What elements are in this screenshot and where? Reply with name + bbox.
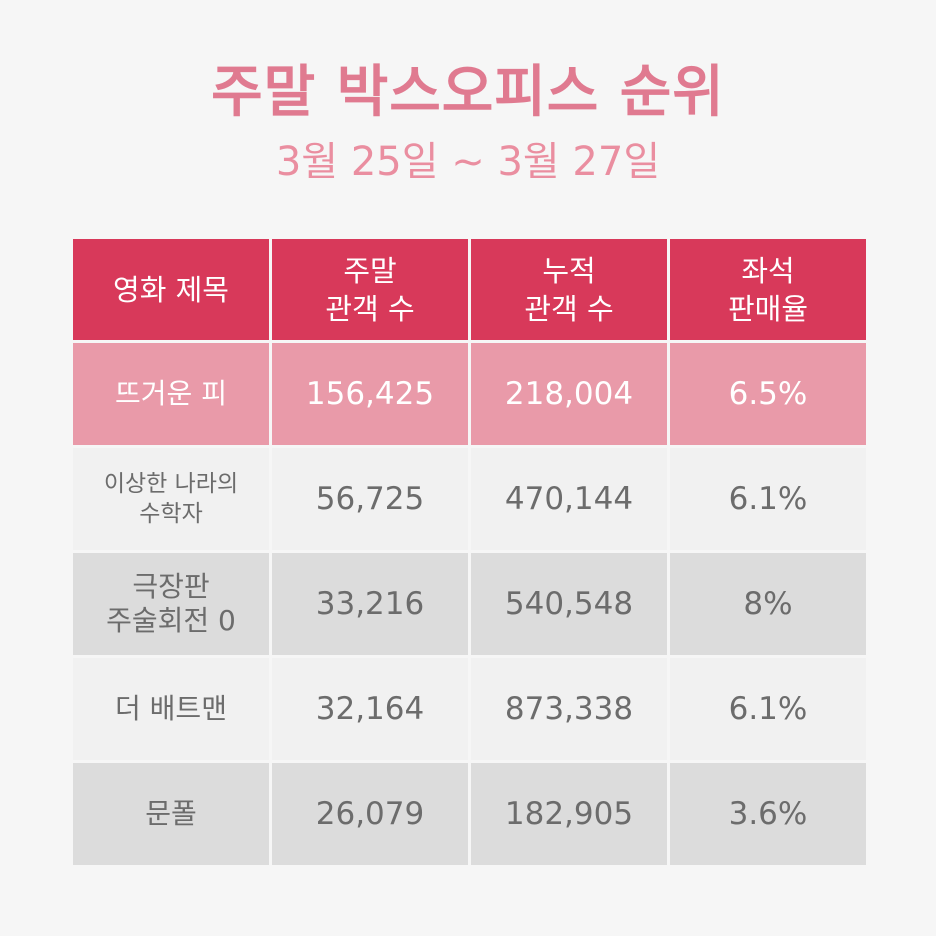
weekend-audience-cell: 156,425 (269, 340, 471, 448)
weekend-audience-cell: 33,216 (269, 550, 471, 658)
weekend-audience-cell: 26,079 (269, 760, 471, 868)
table-row: 더 배트맨 32,164 873,338 6.1% (70, 655, 869, 763)
header-label: 판매율 (727, 291, 809, 326)
movie-title-cell: 뜨거운 피 (70, 340, 272, 448)
header-label: 관객 수 (325, 291, 415, 326)
date-range-subtitle: 3월 25일 ~ 3월 27일 (275, 139, 661, 185)
table-row: 뜨거운 피 156,425 218,004 6.5% (70, 340, 869, 448)
cumulative-audience-cell: 873,338 (468, 655, 670, 763)
header-label: 주말 (343, 253, 397, 288)
weekend-audience-cell: 32,164 (269, 655, 471, 763)
header-label: 좌석 (741, 253, 795, 288)
header-weekend-audience: 주말 관객 수 (269, 236, 471, 343)
weekend-audience-cell: 56,725 (269, 445, 471, 553)
header-label: 누적 (542, 253, 596, 288)
movie-title-cell: 이상한 나라의 수학자 (70, 445, 272, 553)
seat-rate-cell: 6.1% (667, 655, 869, 763)
movie-title-cell: 문폴 (70, 760, 272, 868)
movie-title: 극장판 (132, 570, 210, 603)
header-seat-sales-rate: 좌석 판매율 (667, 236, 869, 343)
movie-title: 더 배트맨 (115, 692, 227, 725)
movie-title-cell: 더 배트맨 (70, 655, 272, 763)
page-title: 주말 박스오피스 순위 (211, 60, 725, 125)
header-row: 영화 제목 주말 관객 수 누적 관객 수 좌석 판매율 (70, 236, 869, 343)
seat-rate-cell: 6.1% (667, 445, 869, 553)
seat-rate-cell: 3.6% (667, 760, 869, 868)
cumulative-audience-cell: 470,144 (468, 445, 670, 553)
table-row: 문폴 26,079 182,905 3.6% (70, 760, 869, 868)
cumulative-audience-cell: 182,905 (468, 760, 670, 868)
cumulative-audience-cell: 218,004 (468, 340, 670, 448)
movie-title: 이상한 나라의 (103, 471, 239, 497)
seat-rate-cell: 6.5% (667, 340, 869, 448)
movie-title: 수학자 (139, 501, 203, 527)
movie-title: 문폴 (145, 797, 197, 830)
movie-title: 주술회전 0 (106, 604, 236, 637)
table-header: 영화 제목 주말 관객 수 누적 관객 수 좌석 판매율 (70, 236, 869, 343)
movie-title-cell: 극장판 주술회전 0 (70, 550, 272, 658)
header-label: 관객 수 (524, 291, 614, 326)
header-cumulative-audience: 누적 관객 수 (468, 236, 670, 343)
header-label: 영화 제목 (113, 272, 229, 307)
seat-rate-cell: 8% (667, 550, 869, 658)
cumulative-audience-cell: 540,548 (468, 550, 670, 658)
table-row: 극장판 주술회전 0 33,216 540,548 8% (70, 550, 869, 658)
header-movie-title: 영화 제목 (70, 236, 272, 343)
movie-title: 뜨거운 피 (115, 377, 227, 410)
box-office-table: 영화 제목 주말 관객 수 누적 관객 수 좌석 판매율 뜨거운 피 156,4… (70, 236, 869, 868)
table-row: 이상한 나라의 수학자 56,725 470,144 6.1% (70, 445, 869, 553)
